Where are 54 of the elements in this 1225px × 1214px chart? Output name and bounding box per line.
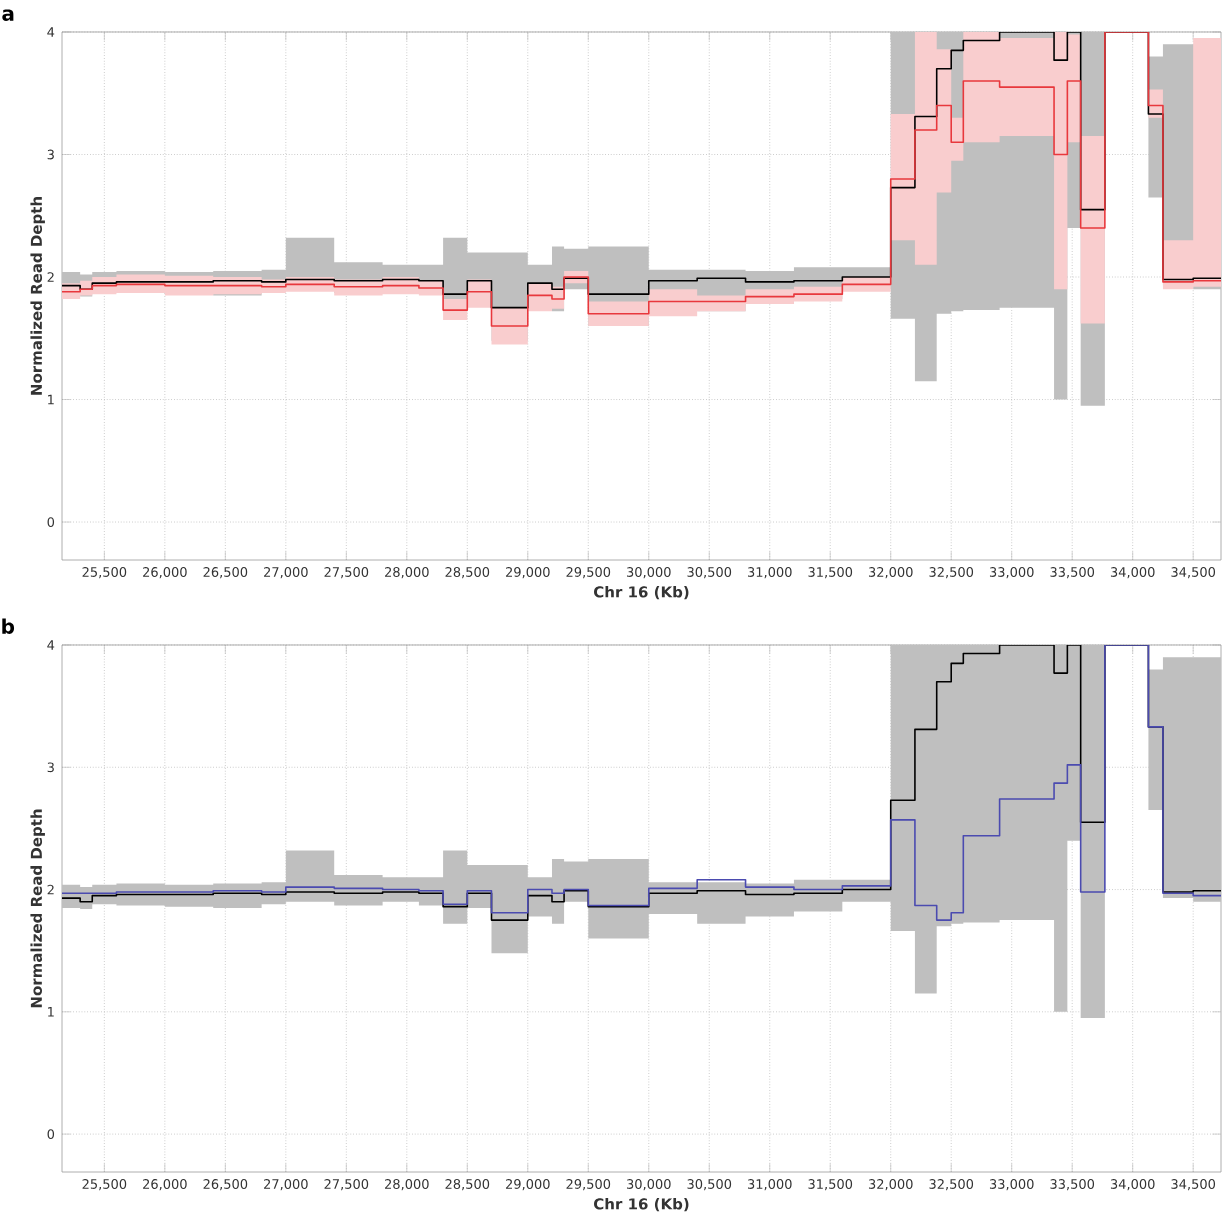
x-tick-label: 27,000	[264, 1179, 308, 1191]
x-tick-label: 27,000	[264, 567, 308, 579]
x-tick-label: 32,500	[929, 1179, 974, 1191]
x-tick-label: 31,500	[808, 1179, 853, 1191]
y-tick-label: 1	[48, 1007, 54, 1017]
x-tick-label: 34,500	[1171, 1179, 1216, 1191]
x-tick-label: 32,500	[929, 567, 974, 579]
x-tick-label: 25,500	[82, 1179, 127, 1191]
x-tick-label: 26,000	[143, 1179, 187, 1191]
x-tick-label: 33,000	[989, 567, 1034, 579]
x-tick-label: 32,000	[868, 567, 913, 579]
x-tick-label: 30,500	[687, 567, 732, 579]
x-tick-label: 26,500	[203, 1179, 248, 1191]
x-tick-label: 28,000	[385, 567, 429, 579]
x-tick-label: 28,500	[445, 567, 490, 579]
x-axis-title: Chr 16 (Kb)	[594, 585, 689, 600]
y-tick-label: 3	[47, 149, 54, 160]
x-tick-label: 30,500	[687, 1179, 732, 1191]
x-tick-label: 27,500	[324, 567, 369, 579]
y-tick-label: 0	[47, 517, 55, 527]
x-tick-label: 25,500	[82, 567, 127, 579]
x-tick-label: 33,000	[989, 1179, 1034, 1191]
y-tick-label: 4	[47, 640, 55, 650]
y-tick-label: 0	[47, 1129, 55, 1140]
x-tick-label: 33,500	[1050, 567, 1095, 579]
x-tick-label: 31,000	[748, 1179, 792, 1191]
chart-title: a	[2, 9, 14, 21]
y-tick-label: 3	[47, 762, 54, 773]
x-tick-label: 26,500	[203, 567, 248, 579]
x-tick-label: 31,500	[808, 567, 853, 579]
y-axis-title: Normalized Read Depth	[30, 809, 45, 1008]
x-tick-label: 29,000	[505, 1179, 550, 1191]
x-tick-label: 34,000	[1110, 567, 1155, 579]
x-tick-label: 26,000	[143, 567, 187, 579]
y-tick-label: 2	[47, 884, 54, 895]
x-tick-label: 34,000	[1110, 1179, 1155, 1191]
x-tick-label: 29,500	[566, 567, 611, 579]
y-axis-title: Normalized Read Depth	[30, 197, 45, 395]
y-tick-label: 4	[47, 27, 55, 37]
x-tick-label: 32,000	[868, 1179, 913, 1191]
x-tick-label: 29,000	[505, 567, 550, 579]
x-tick-label: 30,000	[627, 1179, 671, 1191]
y-tick-label: 1	[48, 394, 54, 405]
x-tick-label: 28,000	[385, 1179, 429, 1191]
chart-title: b	[2, 618, 15, 634]
x-tick-label: 33,500	[1050, 1179, 1095, 1191]
x-tick-label: 30,000	[627, 567, 671, 579]
x-tick-label: 28,500	[445, 1179, 490, 1191]
x-tick-label: 29,500	[566, 1179, 611, 1191]
x-axis-title: Chr 16 (Kb)	[594, 1197, 689, 1212]
y-tick-label: 2	[47, 272, 54, 282]
x-tick-label: 27,500	[324, 1179, 369, 1191]
x-tick-label: 34,500	[1171, 567, 1216, 579]
x-tick-label: 31,000	[748, 567, 792, 579]
